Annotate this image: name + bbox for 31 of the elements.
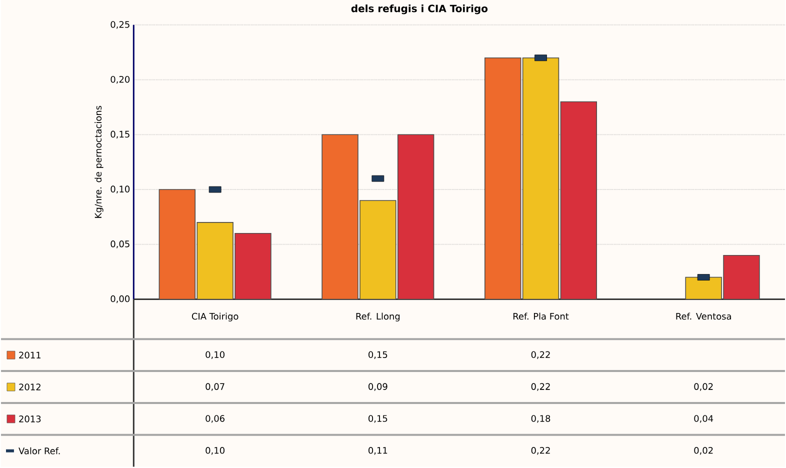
x-tick-label: CIA Toirigo bbox=[192, 312, 238, 322]
data-label: 0,07 bbox=[206, 383, 224, 392]
data-label: 0,18 bbox=[531, 415, 550, 423]
y-tick-label: 0,20 bbox=[110, 76, 130, 84]
data-label: 0,10 bbox=[206, 447, 224, 455]
x-tick-label: Ref. Llong bbox=[356, 312, 400, 322]
data-label: 0,09 bbox=[368, 383, 388, 392]
data-label: 0,04 bbox=[694, 415, 714, 423]
y-tick-label: 0,05 bbox=[110, 240, 130, 248]
data-label: 0,11 bbox=[368, 447, 388, 455]
y-tick-label: 0,00 bbox=[110, 296, 130, 304]
y-tick-label: 0,15 bbox=[110, 131, 130, 139]
legend-label: Valor Ref. bbox=[18, 448, 60, 455]
x-tick-label: Ref. Pla Font bbox=[513, 312, 569, 320]
y-axis-title: Kg/nre. de pernoctacions bbox=[94, 106, 104, 218]
data-label: 0,02 bbox=[694, 447, 713, 455]
data-label: 0,15 bbox=[368, 415, 388, 423]
data-label: 0,06 bbox=[206, 415, 225, 423]
y-tick-label: 0,25 bbox=[110, 21, 130, 30]
data-label: 0,22 bbox=[531, 351, 550, 360]
data-label: 0,15 bbox=[368, 351, 388, 360]
chart-title: dels refugis i CIA Toirigo bbox=[351, 4, 488, 14]
data-label: 0,22 bbox=[531, 383, 550, 392]
data-label: 0,22 bbox=[531, 447, 550, 455]
legend-label: 2013 bbox=[19, 416, 41, 423]
data-label: 0,02 bbox=[694, 383, 713, 392]
data-label: 0,10 bbox=[206, 351, 224, 360]
legend-label: 2012 bbox=[19, 384, 40, 391]
x-tick-label: Ref. Ventosa bbox=[676, 312, 731, 320]
legend-label: 2011 bbox=[19, 352, 41, 359]
y-tick-label: 0,10 bbox=[110, 186, 130, 194]
